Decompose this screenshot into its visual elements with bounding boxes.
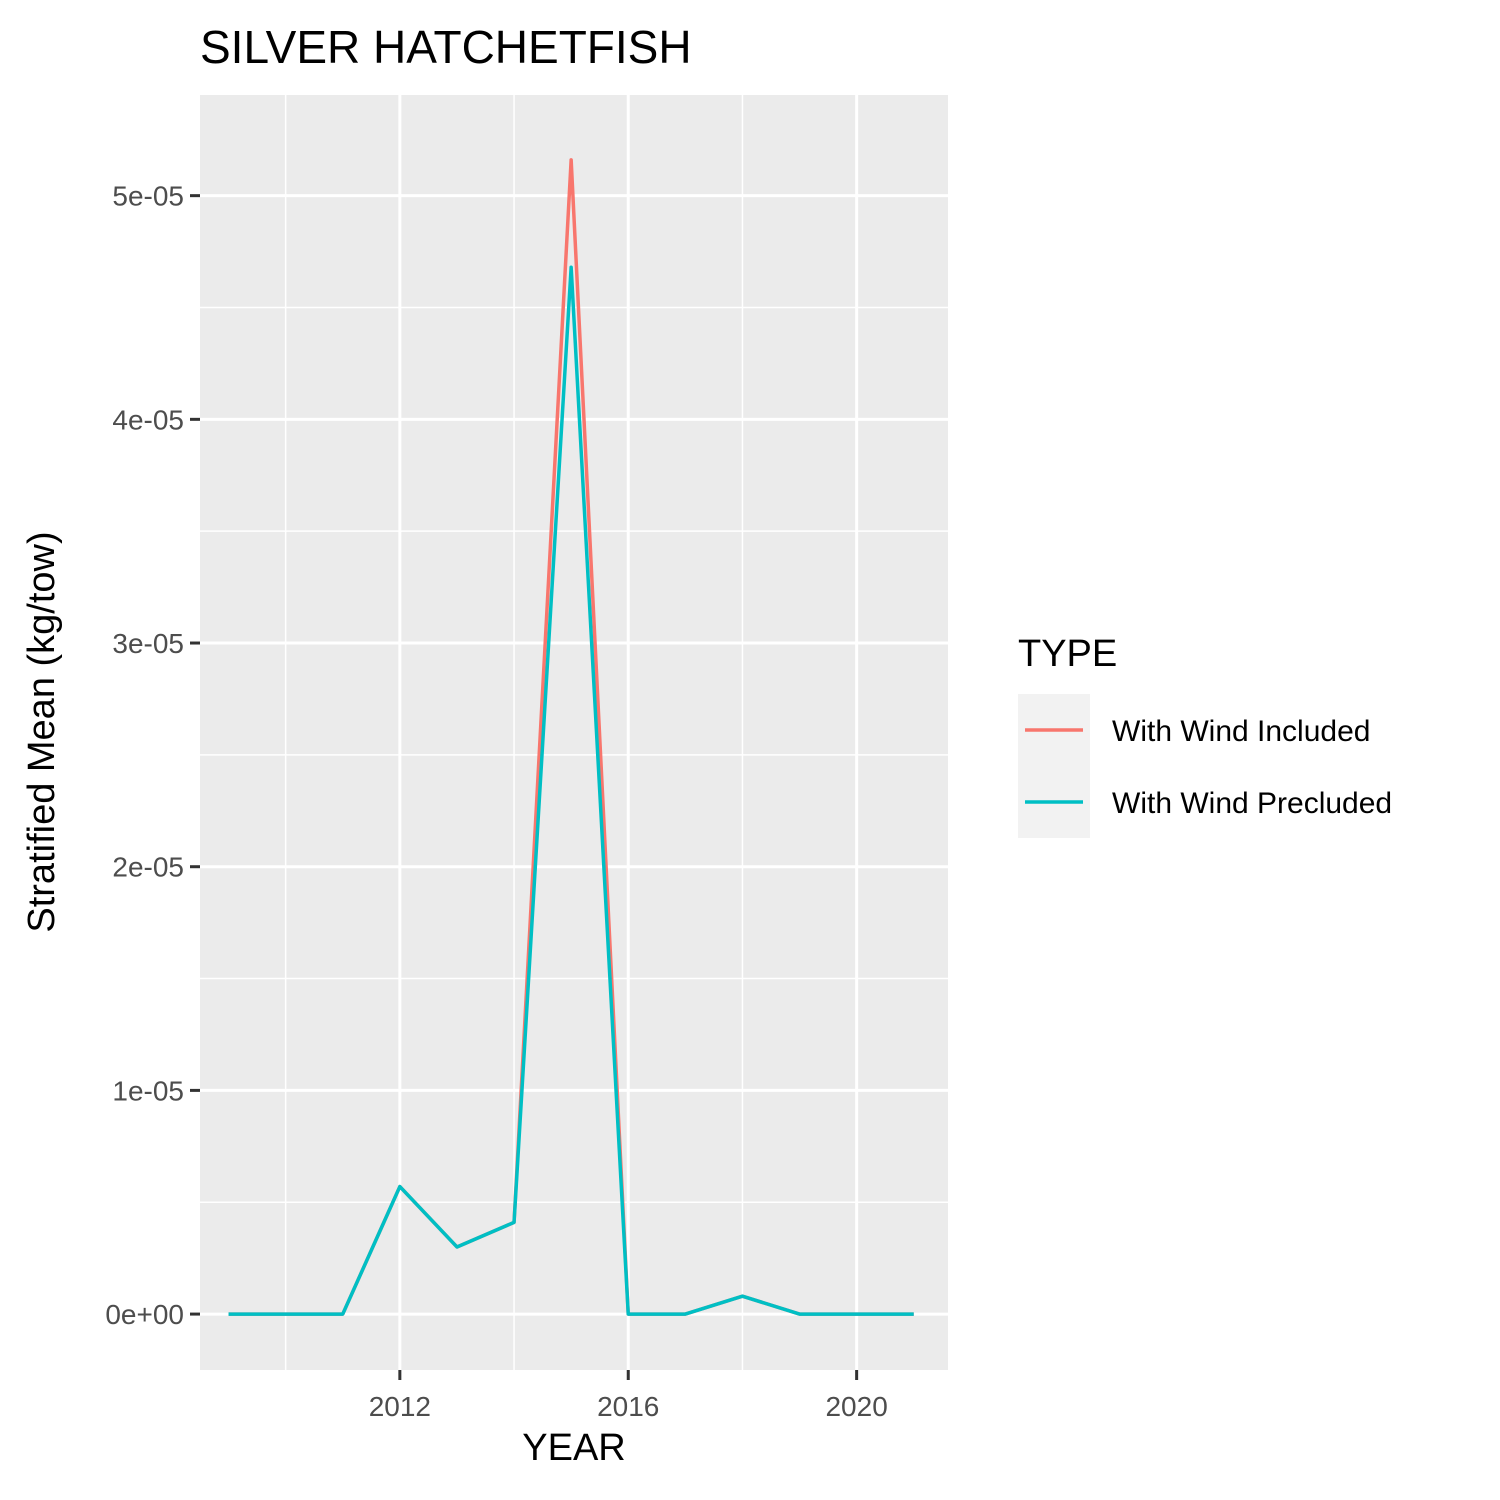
y-axis: 0e+00 1e-05 2e-05 3e-05 4e-05 5e-05 bbox=[105, 181, 200, 1330]
x-tick-label: 2012 bbox=[369, 1391, 431, 1422]
legend-keys-background bbox=[1018, 694, 1090, 838]
legend-title: TYPE bbox=[1018, 633, 1117, 675]
legend-item-with-wind-precluded: With Wind Precluded bbox=[1025, 787, 1392, 820]
x-tick-label: 2020 bbox=[825, 1391, 887, 1422]
y-tick-label: 4e-05 bbox=[112, 404, 184, 435]
legend: TYPE With Wind Included With Wind Preclu… bbox=[1018, 633, 1392, 838]
legend-label-with-wind-precluded: With Wind Precluded bbox=[1112, 787, 1392, 820]
series-lines bbox=[228, 158, 914, 1316]
x-axis-title: YEAR bbox=[522, 1427, 625, 1469]
y-tick-label: 5e-05 bbox=[112, 181, 184, 212]
y-tick-label: 1e-05 bbox=[112, 1075, 184, 1106]
chart-title: SILVER HATCHETFISH bbox=[200, 21, 692, 73]
y-tick-label: 0e+00 bbox=[105, 1299, 184, 1330]
legend-label-with-wind-included: With Wind Included bbox=[1112, 715, 1370, 748]
x-tick-label: 2016 bbox=[597, 1391, 659, 1422]
y-axis-title: Stratified Mean (kg/tow) bbox=[21, 531, 63, 932]
series-line-with-wind-precluded bbox=[228, 265, 914, 1316]
legend-item-with-wind-included: With Wind Included bbox=[1025, 715, 1370, 748]
x-axis: 2012 2016 2020 bbox=[369, 1370, 888, 1422]
plot-panel bbox=[200, 95, 948, 1370]
y-tick-label: 2e-05 bbox=[112, 852, 184, 883]
minor-gridlines bbox=[200, 95, 948, 1370]
y-tick-label: 3e-05 bbox=[112, 628, 184, 659]
